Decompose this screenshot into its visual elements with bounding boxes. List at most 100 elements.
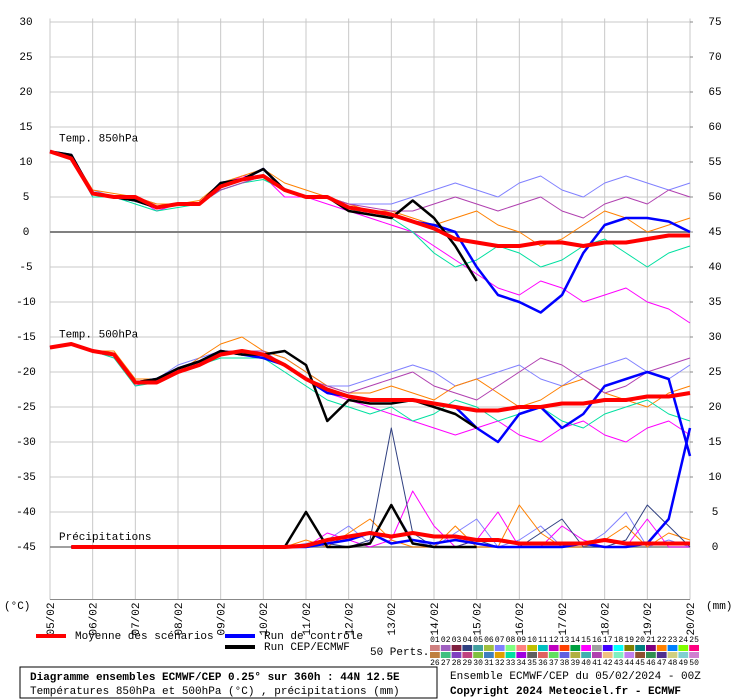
member-swatch: [646, 652, 656, 658]
y2-tick-label: 65: [708, 87, 721, 99]
y-tick-label: -20: [16, 367, 36, 379]
member-label: 36: [538, 659, 548, 668]
member-label: 33: [506, 659, 516, 668]
member-label: 12: [549, 636, 559, 645]
member-label: 50: [689, 659, 699, 668]
member-label: 43: [614, 659, 624, 668]
y2-tick-label: 25: [708, 367, 721, 379]
member-label: 09: [516, 636, 526, 645]
x-tick-label: 05/02: [46, 603, 58, 636]
x-tick-label: 13/02: [387, 603, 399, 636]
y2-tick-label: 10: [708, 472, 721, 484]
member-swatch: [559, 645, 570, 651]
member-label: 40: [581, 659, 591, 668]
member-label: 23: [668, 636, 678, 645]
member-swatch: [440, 645, 451, 651]
y2-tick-label: 75: [708, 17, 721, 29]
member-label: 15: [581, 636, 591, 645]
member-label: 16: [592, 636, 602, 645]
x-tick-label: 11/02: [302, 603, 314, 636]
member-label: 22: [657, 636, 667, 645]
member-label: 35: [527, 659, 537, 668]
member-swatch: [527, 645, 537, 651]
member-label: 47: [657, 659, 667, 668]
plot-area: [50, 18, 690, 600]
legend-label: Run de contrôle: [264, 631, 363, 643]
y2-tick-label: 45: [708, 227, 721, 239]
y-tick-label: -15: [16, 332, 36, 344]
y2-tick-label: 55: [708, 157, 721, 169]
member-label: 39: [570, 659, 580, 668]
x-tick-label: 12/02: [345, 603, 357, 636]
member-swatch: [462, 645, 473, 651]
member-label: 38: [560, 659, 570, 668]
member-swatch: [505, 652, 516, 658]
member-label: 32: [495, 659, 505, 668]
y-tick-label: -35: [16, 472, 36, 484]
y2-tick-label: 15: [708, 437, 721, 449]
member-label: 27: [441, 659, 451, 668]
y-tick-label: -10: [16, 297, 36, 309]
y-tick-label: 0: [23, 227, 30, 239]
member-swatch: [592, 645, 602, 651]
footer-box: [19, 666, 438, 699]
panel-label: Temp. 500hPa: [59, 329, 139, 341]
member-label: 49: [678, 659, 688, 668]
member-swatch: [613, 645, 624, 651]
x-tick-label: 07/02: [131, 603, 143, 636]
y-tick-label: 15: [19, 122, 32, 134]
member-label: 05: [473, 636, 483, 645]
member-swatch: [667, 645, 678, 651]
member-swatch: [473, 645, 483, 651]
x-tick-label: 18/02: [601, 603, 613, 636]
member-label: 03: [452, 636, 462, 645]
member-label: 41: [592, 659, 602, 668]
member-swatch: [484, 645, 494, 651]
y-tick-label: 20: [19, 87, 32, 99]
member-swatch: [451, 645, 462, 651]
member-label: 25: [689, 636, 699, 645]
member-swatch: [602, 652, 613, 658]
member-label: 13: [560, 636, 570, 645]
member-swatch: [494, 645, 505, 651]
series-line: [49, 342, 691, 413]
y2-tick-label: 50: [708, 192, 721, 204]
member-label: 11: [538, 636, 548, 645]
legend-label: Moyenne des scénarios: [75, 631, 214, 643]
member-swatch: [548, 645, 559, 651]
member-swatch: [689, 645, 699, 651]
x-tick-label: 09/02: [217, 603, 229, 636]
member-swatch: [494, 652, 505, 658]
y2-tick-label: 20: [708, 402, 721, 414]
x-tick-label: 19/02: [643, 603, 655, 636]
y2-tick-label: 35: [708, 297, 721, 309]
y-tick-label: -25: [16, 402, 36, 414]
member-swatch: [527, 652, 537, 658]
member-label: 48: [668, 659, 678, 668]
y-tick-label: -40: [16, 507, 36, 519]
member-swatch: [473, 652, 483, 658]
member-swatch: [570, 652, 581, 658]
member-label: 06: [484, 636, 494, 645]
member-label: 07: [495, 636, 505, 645]
y-tick-label: -30: [16, 437, 36, 449]
member-swatch: [581, 645, 591, 651]
member-swatch: [602, 645, 613, 651]
member-swatch: [678, 652, 689, 658]
member-label: 20: [635, 636, 645, 645]
member-label: 26: [430, 659, 440, 668]
x-tick-label: 06/02: [89, 603, 101, 636]
member-label: 42: [603, 659, 613, 668]
member-swatch: [635, 652, 645, 658]
member-label: 19: [624, 636, 634, 645]
member-label: 08: [506, 636, 516, 645]
member-label: 14: [570, 636, 580, 645]
member-swatch: [462, 652, 473, 658]
y-tick-label: 25: [19, 52, 32, 64]
series-line: [49, 149, 690, 248]
x-tick-label: 10/02: [259, 603, 271, 636]
member-swatch: [559, 652, 570, 658]
y2-axis-unit: (mm): [706, 601, 732, 613]
member-swatch: [667, 652, 678, 658]
